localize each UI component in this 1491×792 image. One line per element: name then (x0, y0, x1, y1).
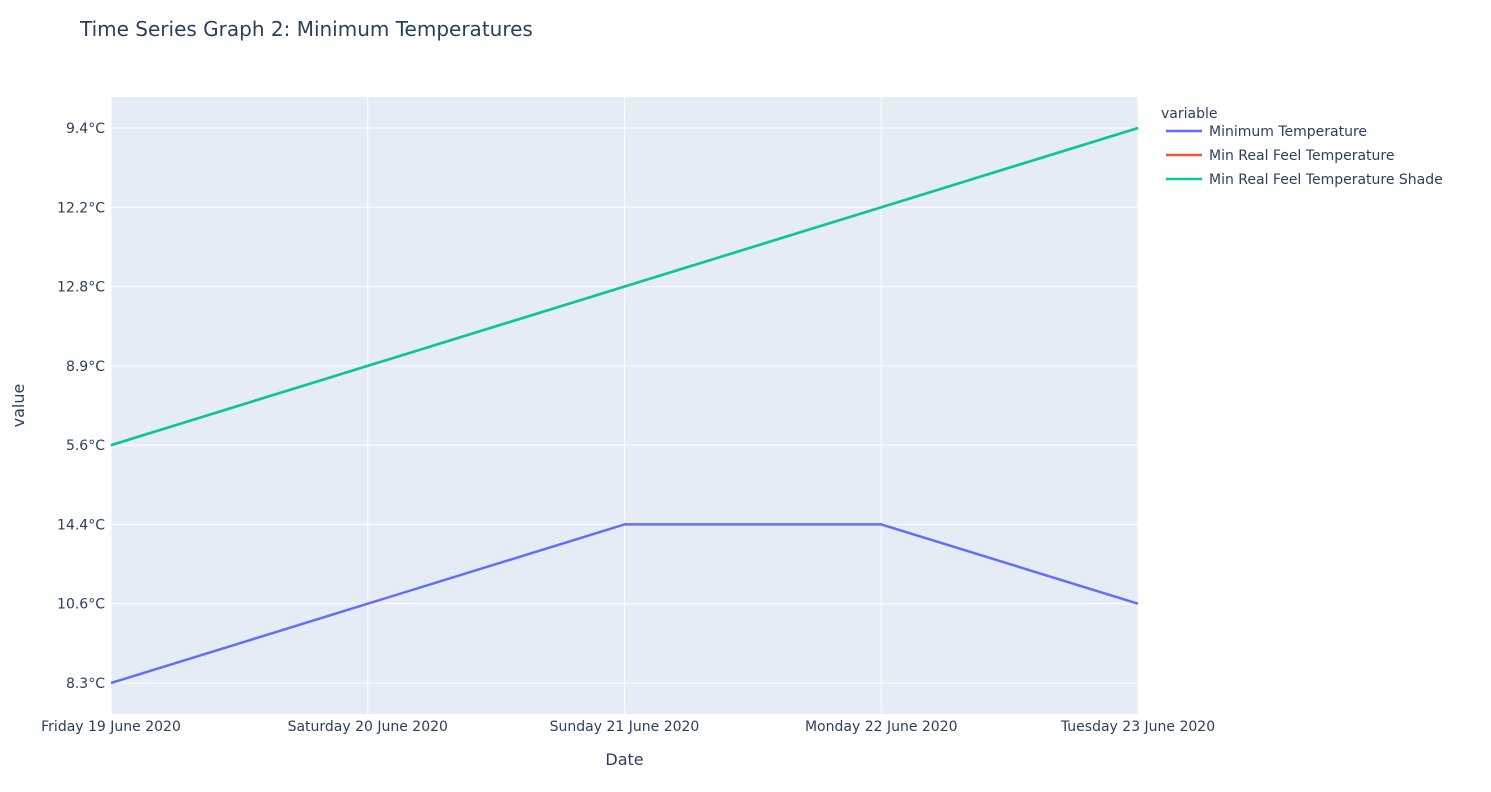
y-tick-label: 12.8°C (57, 280, 105, 296)
legend: variable Minimum Temperature Min Real Fee… (1161, 106, 1443, 188)
legend-item-label: Min Real Feel Temperature (1209, 148, 1394, 164)
x-tick-label: Monday 22 June 2020 (805, 719, 958, 735)
chart-title: Time Series Graph 2: Minimum Temperature… (79, 17, 533, 41)
x-axis-ticks: Friday 19 June 2020 Saturday 20 June 2020… (41, 719, 1215, 735)
y-tick-label: 5.6°C (66, 438, 105, 454)
x-tick-label: Friday 19 June 2020 (41, 719, 181, 735)
legend-item-label: Minimum Temperature (1209, 124, 1367, 140)
y-tick-label: 8.3°C (66, 676, 105, 692)
y-tick-label: 9.4°C (66, 121, 105, 137)
x-tick-label: Tuesday 23 June 2020 (1060, 719, 1215, 735)
y-tick-label: 14.4°C (57, 517, 105, 533)
y-tick-label: 12.2°C (57, 200, 105, 216)
x-tick-label: Saturday 20 June 2020 (288, 719, 448, 735)
legend-item-label: Min Real Feel Temperature Shade (1209, 172, 1443, 188)
y-tick-label: 10.6°C (57, 597, 105, 613)
series-line-3 (110, 126, 1139, 447)
y-tick-label: 8.9°C (66, 359, 105, 375)
legend-title: variable (1161, 106, 1217, 122)
y-axis-title: value (9, 384, 28, 428)
series-lines (110, 126, 1139, 685)
x-axis-title: Date (605, 750, 643, 769)
series-line-1 (110, 523, 1139, 685)
y-axis-ticks: 8.3°C 10.6°C 14.4°C 5.6°C 8.9°C 12.8°C 12.2°C 9… (57, 121, 105, 692)
x-tick-label: Sunday 21 June 2020 (550, 719, 700, 735)
